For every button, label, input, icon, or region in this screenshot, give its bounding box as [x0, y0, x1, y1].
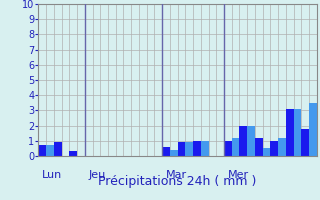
Bar	[224, 141, 232, 156]
Bar	[294, 109, 301, 156]
Bar	[170, 150, 178, 156]
Bar	[193, 141, 201, 156]
Bar	[232, 138, 239, 156]
Bar	[309, 103, 317, 156]
Text: Lun: Lun	[42, 170, 62, 180]
Bar	[38, 145, 46, 156]
Bar	[178, 142, 185, 156]
Bar	[301, 129, 309, 156]
Bar	[286, 109, 294, 156]
Bar	[54, 142, 61, 156]
Text: Mar: Mar	[166, 170, 187, 180]
Bar	[185, 142, 193, 156]
Bar	[69, 151, 77, 156]
Text: Jeu: Jeu	[89, 170, 106, 180]
Bar	[46, 145, 54, 156]
Bar	[263, 148, 270, 156]
Text: Mer: Mer	[228, 170, 249, 180]
Bar	[239, 126, 247, 156]
X-axis label: Précipitations 24h ( mm ): Précipitations 24h ( mm )	[99, 175, 257, 188]
Bar	[270, 141, 278, 156]
Bar	[255, 138, 263, 156]
Bar	[162, 147, 170, 156]
Bar	[278, 138, 286, 156]
Bar	[247, 126, 255, 156]
Bar	[201, 141, 209, 156]
